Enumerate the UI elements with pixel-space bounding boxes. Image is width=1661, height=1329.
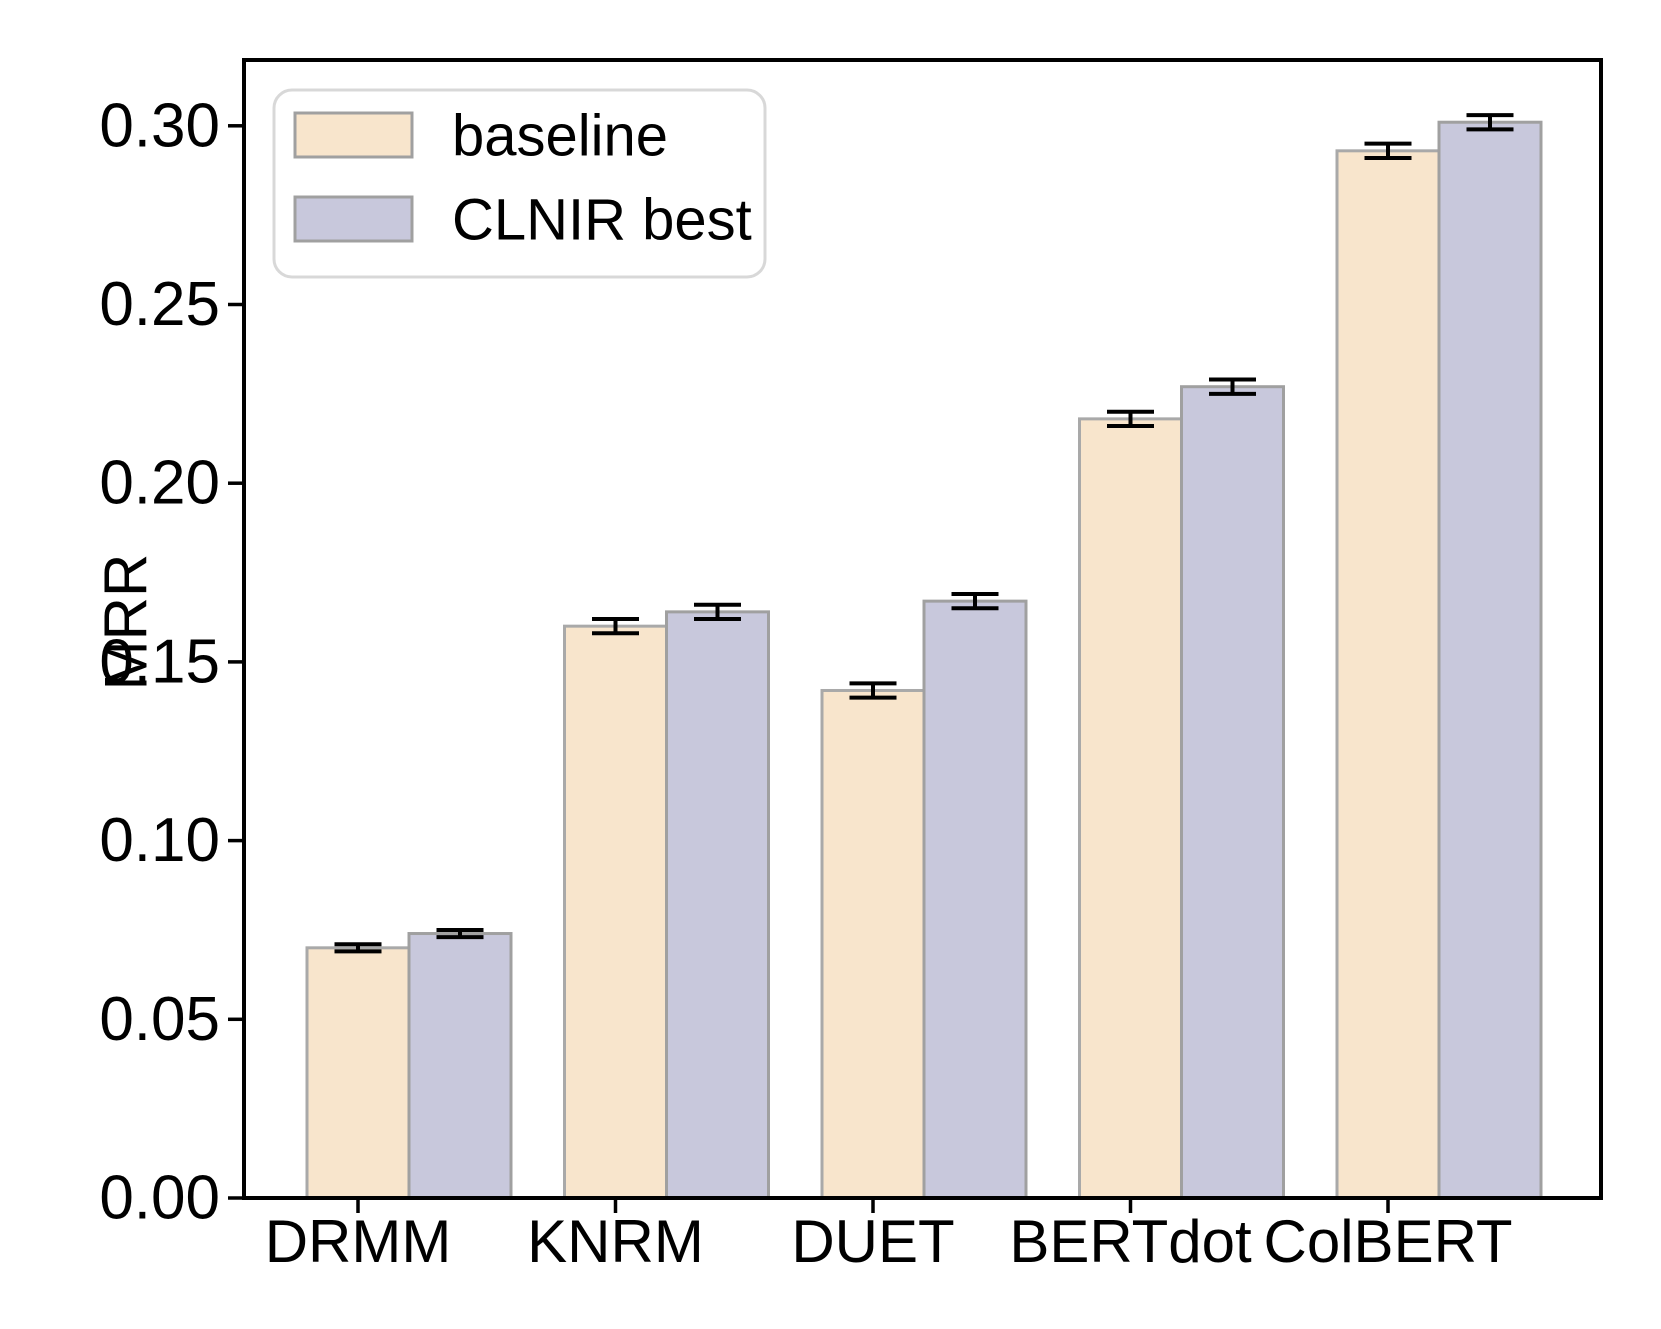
axis-tick-labels-layer: 0.00 0.05 0.10 0.15 0.20 0.25 0.30 DRMM KNRM DUET… [99, 91, 1512, 1275]
legend-label-baseline: baseline [452, 104, 668, 169]
legend-swatch-clnir-best [293, 195, 414, 243]
x-tick-label-DRMM: DRMM [265, 1208, 452, 1275]
errorbar-ColBERT-clnir-best [1466, 113, 1514, 132]
bar-DUET-baseline [820, 688, 926, 1200]
errorbar-BERTdot-clnir-best [1209, 377, 1256, 396]
x-tick-label-DUET: DUET [791, 1208, 954, 1275]
bar-DUET-clnir-best [922, 599, 1028, 1200]
errorbar-DUET-clnir-best [951, 591, 999, 611]
x-tick-label-ColBERT: ColBERT [1264, 1208, 1513, 1275]
legend-swatch-baseline [293, 111, 414, 159]
bar-ColBERT-clnir-best [1437, 120, 1543, 1200]
bar-KNRM-baseline [563, 624, 668, 1200]
errorbar-KNRM-baseline [592, 617, 639, 636]
y-tick-label-0.15: 0.15 [99, 627, 220, 696]
y-tick-label-0.10: 0.10 [99, 806, 220, 875]
errorbar-ColBERT-baseline [1364, 141, 1412, 160]
bar-BERTdot-baseline [1078, 417, 1183, 1200]
x-tick-label-BERTdot: BERTdot [1009, 1208, 1252, 1275]
legend-label-clnir-best: CLNIR best [452, 188, 752, 253]
legend: baseline CLNIR best [272, 88, 767, 279]
errorbar-DUET-baseline [849, 681, 897, 700]
axis-ticks-layer [228, 124, 1390, 1213]
y-tick-label-0.25: 0.25 [99, 270, 220, 339]
errorbars-layer [334, 113, 1514, 954]
errorbar-BERTdot-baseline [1107, 409, 1154, 429]
bars-layer [305, 120, 1543, 1200]
bar-DRMM-baseline [305, 946, 411, 1200]
bar-KNRM-clnir-best [665, 610, 770, 1200]
bar-BERTdot-clnir-best [1180, 385, 1285, 1200]
y-tick-label-0.00: 0.00 [99, 1164, 220, 1233]
errorbar-KNRM-clnir-best [694, 602, 741, 622]
errorbar-DRMM-clnir-best [436, 927, 484, 940]
bar-ColBERT-baseline [1335, 149, 1441, 1200]
errorbar-DRMM-baseline [334, 942, 382, 954]
plot-frame [242, 58, 1603, 1200]
bar-DRMM-clnir-best [407, 932, 513, 1200]
y-tick-label-0.05: 0.05 [99, 985, 220, 1054]
y-tick-label-0.30: 0.30 [99, 91, 220, 160]
x-tick-label-KNRM: KNRM [527, 1208, 704, 1275]
y-axis-title: MRR [93, 554, 160, 691]
y-tick-label-0.20: 0.20 [99, 449, 220, 518]
